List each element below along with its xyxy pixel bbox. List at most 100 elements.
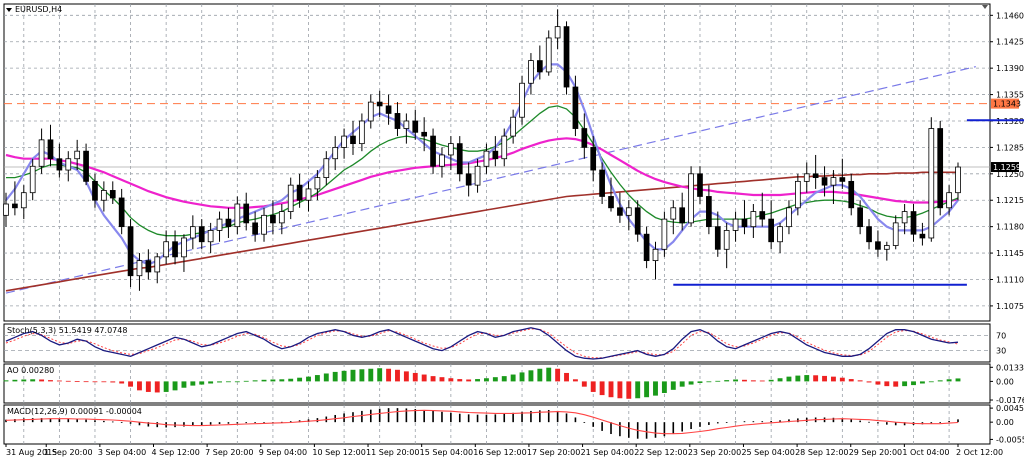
macd-signal-line bbox=[5, 409, 959, 435]
ao-bar-down bbox=[39, 379, 45, 382]
candle-bull bbox=[38, 139, 45, 167]
ao-bar-up bbox=[484, 378, 489, 382]
x-tick-label: 17 Sep 20:00 bbox=[527, 448, 580, 457]
y-tick-label: 1.1285 bbox=[996, 143, 1024, 152]
ao-bar-down bbox=[742, 379, 747, 382]
macd-histogram-bar bbox=[156, 422, 159, 428]
candle-bear bbox=[243, 203, 250, 224]
candle-bear bbox=[296, 184, 303, 201]
macd-histogram-bar bbox=[5, 419, 7, 423]
ao-bar-up bbox=[661, 381, 667, 393]
ao-bar-up bbox=[270, 379, 276, 382]
x-tick-label: 9 Sep 04:00 bbox=[259, 448, 307, 457]
candle-bear bbox=[875, 241, 881, 250]
candle-bull bbox=[732, 218, 739, 231]
x-tick-label: 16 Sep 12:00 bbox=[473, 448, 526, 457]
macd-histogram-bar bbox=[539, 410, 541, 423]
ao-bar-down bbox=[830, 376, 836, 382]
ao-bar-up bbox=[288, 378, 294, 382]
macd-histogram-bar bbox=[476, 414, 479, 423]
ao-bar-up bbox=[261, 379, 267, 382]
ao-bar-up bbox=[181, 381, 187, 388]
candle-bear bbox=[225, 218, 232, 228]
macd-histogram-bar bbox=[450, 412, 452, 423]
ao-bar-up bbox=[804, 375, 810, 382]
macd-histogram-bar bbox=[770, 420, 772, 423]
candle-bear bbox=[492, 150, 499, 160]
ao-bar-up bbox=[706, 381, 712, 383]
ao-bar-down bbox=[403, 371, 409, 382]
macd-histogram-bar bbox=[289, 421, 292, 423]
macd-histogram-bar bbox=[236, 422, 239, 424]
candle-bear bbox=[741, 218, 748, 228]
macd-histogram-bar bbox=[583, 422, 586, 423]
candle-bear bbox=[599, 169, 605, 197]
candle-bull bbox=[154, 256, 161, 273]
candle-bull bbox=[750, 211, 757, 228]
candle-bear bbox=[172, 241, 178, 258]
symbol-label: EURUSD,H4 bbox=[15, 5, 62, 14]
y-tick-label: 1.1180 bbox=[996, 223, 1024, 232]
candle-bull bbox=[519, 82, 525, 118]
level-price-tag-label: 1.1343 bbox=[993, 100, 1021, 109]
macd-histogram-bar bbox=[111, 421, 114, 423]
ao-bar-up bbox=[252, 380, 258, 382]
macd-histogram-bar bbox=[120, 422, 123, 423]
ao-bar-up bbox=[715, 380, 721, 382]
ao-bar-up bbox=[172, 381, 178, 391]
candle-bull bbox=[332, 147, 339, 160]
ao-bar-down bbox=[154, 381, 160, 393]
ao-bar-up bbox=[163, 381, 169, 392]
ao-bar-up bbox=[368, 368, 374, 382]
ao-bar-down bbox=[145, 381, 151, 392]
candle-bear bbox=[634, 207, 641, 235]
ao-bar-up bbox=[332, 371, 338, 382]
macd-histogram-bar bbox=[103, 420, 105, 423]
x-tick-label: 25 Sep 04:00 bbox=[741, 448, 794, 457]
macd-y-tick-label: 0.0045 bbox=[996, 404, 1024, 413]
x-tick-label: 10 Sep 12:00 bbox=[312, 448, 365, 457]
macd-histogram-bar bbox=[183, 422, 185, 427]
macd-histogram-bar bbox=[957, 419, 959, 423]
macd-histogram-bar bbox=[22, 418, 25, 423]
candle-bear bbox=[47, 139, 54, 160]
candle-bull bbox=[65, 158, 72, 171]
macd-histogram-bar bbox=[218, 422, 221, 425]
candle-bear bbox=[252, 222, 258, 235]
macd-histogram-bar bbox=[387, 408, 390, 423]
candle-bear bbox=[590, 147, 597, 171]
macd-histogram-bar bbox=[467, 414, 470, 423]
x-tick-label: 2 Oct 12:00 bbox=[956, 448, 1003, 457]
macd-histogram-bar bbox=[138, 422, 141, 426]
ao-bar-up bbox=[733, 379, 739, 382]
ao-bar-up bbox=[777, 378, 783, 382]
macd-histogram-bar bbox=[761, 421, 764, 423]
candle-bear bbox=[866, 226, 872, 243]
macd-histogram-bar bbox=[263, 422, 265, 423]
macd-histogram-bar bbox=[610, 422, 612, 435]
macd-histogram-bar bbox=[352, 412, 354, 423]
candle-bear bbox=[821, 177, 828, 186]
x-tick-label: 1 Sep 20:00 bbox=[44, 448, 92, 457]
candle-bull bbox=[261, 214, 267, 235]
stoch-y-tick-label: 30 bbox=[996, 347, 1006, 356]
candle-bear bbox=[198, 226, 205, 243]
candle-bull bbox=[928, 128, 935, 239]
candle-bear bbox=[608, 196, 614, 209]
candle-bear bbox=[376, 101, 383, 107]
macd-histogram-bar bbox=[645, 422, 648, 439]
candle-bull bbox=[29, 165, 36, 194]
candle-bear bbox=[581, 128, 588, 148]
macd-label: MACD(12,26,9) 0.00091 -0.00004 bbox=[7, 407, 142, 416]
macd-histogram-bar bbox=[298, 420, 301, 423]
candle-bear bbox=[127, 226, 134, 277]
ao-bar-down bbox=[137, 381, 142, 391]
candle-bull bbox=[652, 248, 659, 262]
ao-bar-down bbox=[48, 380, 53, 382]
candle-bull bbox=[501, 135, 508, 160]
candle-bull bbox=[287, 184, 294, 212]
candle-bull bbox=[661, 218, 668, 250]
candle-bull bbox=[74, 150, 81, 160]
ao-bar-down bbox=[466, 379, 472, 382]
